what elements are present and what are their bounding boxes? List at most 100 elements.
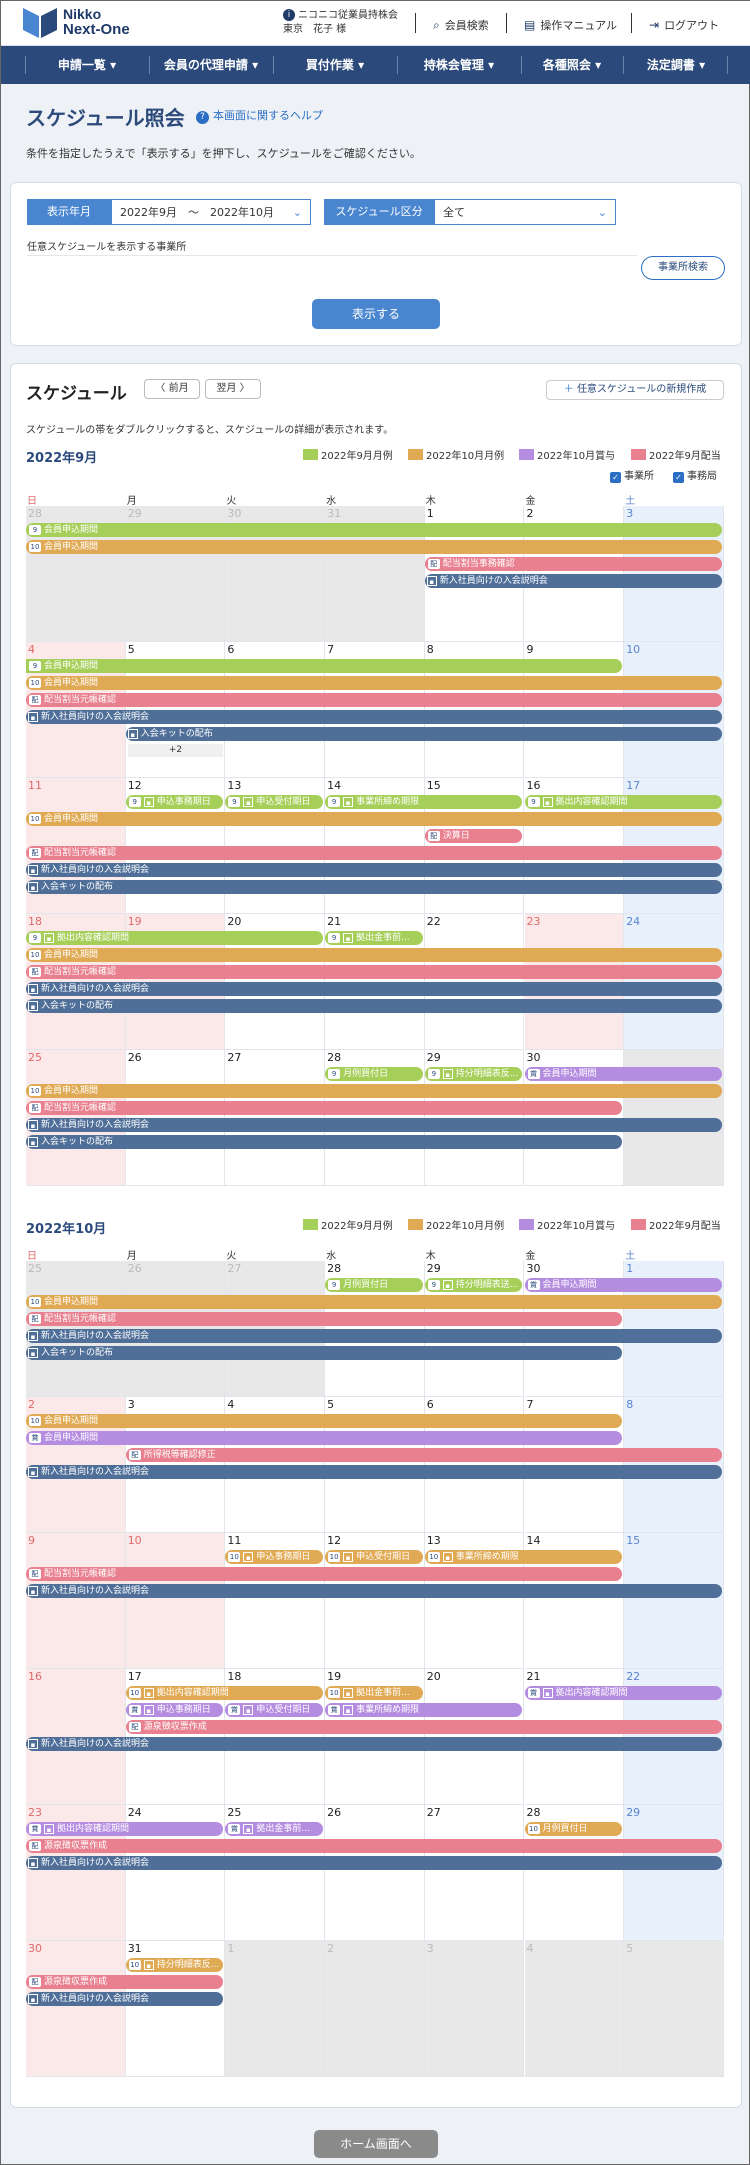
- schedule-event[interactable]: 配配当割当元帳確認: [26, 965, 722, 979]
- member-search-link[interactable]: ⌕ 会員検索: [433, 17, 489, 33]
- schedule-event[interactable]: 9 会員申込期間: [26, 659, 623, 673]
- schedule-event[interactable]: 賞 ▪ 拠出内容確認期間: [524, 1686, 722, 1700]
- day-cell[interactable]: 27: [424, 1805, 525, 1941]
- schedule-event[interactable]: 配配当割当元帳確認: [26, 1101, 623, 1115]
- schedule-event[interactable]: 10 ▪ 持分明細表反...: [125, 1958, 224, 1972]
- schedule-event[interactable]: 10 会員申込期間: [26, 1084, 722, 1098]
- logout-link[interactable]: ⇥ ログアウト: [649, 17, 719, 33]
- day-cell[interactable]: 9: [26, 1533, 126, 1669]
- schedule-event[interactable]: 配源泉徴収票作成: [26, 1839, 722, 1853]
- day-cell[interactable]: 2: [325, 1941, 425, 2077]
- day-cell[interactable]: 3: [424, 1941, 525, 2077]
- schedule-event[interactable]: 10 ▪ 申込受付期日: [325, 1550, 423, 1564]
- schedule-event[interactable]: ▪ 新入社員向けの入会説明会: [26, 863, 722, 877]
- schedule-event[interactable]: 配配当割当元帳確認: [26, 693, 722, 707]
- schedule-event[interactable]: 9 ▪ 持分明細表送...: [424, 1278, 523, 1292]
- schedule-event[interactable]: ▪ 入会キットの配布: [26, 999, 722, 1013]
- type-select[interactable]: 全て ⌄: [434, 199, 616, 225]
- schedule-event[interactable]: 9 ▪ 拠出内容確認期間: [524, 795, 722, 809]
- nav-purchase[interactable]: 買付作業 ▾: [305, 58, 365, 72]
- nav-applications[interactable]: 申請一覧 ▾: [57, 58, 117, 72]
- schedule-event[interactable]: ▪ 新入社員向けの入会説明会: [26, 1992, 224, 2006]
- nav-legal[interactable]: 法定調書 ▾: [646, 58, 706, 72]
- schedule-event[interactable]: 9 会員申込期間: [26, 523, 722, 537]
- nav-management[interactable]: 持株会管理 ▾: [423, 58, 495, 72]
- schedule-event[interactable]: 9 月例買付日: [325, 1278, 423, 1292]
- schedule-event[interactable]: 9 ▪ 拠出内容確認期間: [26, 931, 324, 945]
- schedule-event[interactable]: 配決算日: [424, 829, 523, 843]
- schedule-event[interactable]: 10 ▪ 拠出金事前...: [325, 1686, 423, 1700]
- day-cell[interactable]: 10: [125, 1533, 226, 1669]
- schedule-event[interactable]: 10 会員申込期間: [26, 676, 722, 690]
- schedule-event[interactable]: ▪ 新入社員向けの入会説明会: [26, 1465, 722, 1479]
- check-icon: ✓: [673, 472, 684, 483]
- schedule-event[interactable]: 配所得税等確認修正: [125, 1448, 722, 1462]
- schedule-event[interactable]: 配配当割当事務確認: [424, 557, 722, 571]
- schedule-event[interactable]: 配配当割当元帳確認: [26, 1567, 623, 1581]
- schedule-event[interactable]: 配配当割当元帳確認: [26, 1312, 623, 1326]
- prev-month-button[interactable]: 〈 前月: [144, 379, 200, 399]
- more-events-link[interactable]: +2: [127, 744, 224, 757]
- office-field[interactable]: [27, 255, 637, 256]
- next-month-button[interactable]: 翌月 〉: [205, 379, 261, 399]
- schedule-event[interactable]: 9 ▪ 拠出金事前...: [325, 931, 423, 945]
- schedule-event[interactable]: ▪ 新入社員向けの入会説明会: [26, 1584, 722, 1598]
- schedule-event[interactable]: ▪ 新入社員向けの入会説明会: [26, 710, 722, 724]
- home-button[interactable]: ホーム画面へ: [314, 2130, 438, 2158]
- schedule-event[interactable]: 配配当割当元帳確認: [26, 846, 722, 860]
- day-cell[interactable]: 29: [624, 1805, 724, 1941]
- schedule-event[interactable]: ▪ 入会キットの配布: [26, 1135, 623, 1149]
- schedule-event[interactable]: ▪ 新入社員向けの入会説明会: [26, 1329, 722, 1343]
- schedule-event[interactable]: ▪ 入会キットの配布: [26, 1346, 623, 1360]
- schedule-event[interactable]: 賞会員申込期間: [524, 1278, 722, 1292]
- schedule-event[interactable]: 配源泉徴収票作成: [125, 1720, 722, 1734]
- schedule-event[interactable]: 賞 ▪ 拠出金事前...: [225, 1822, 324, 1836]
- day-cell[interactable]: 4: [524, 1941, 625, 2077]
- schedule-event[interactable]: 9 ▪ 申込事務期日: [125, 795, 224, 809]
- schedule-event[interactable]: ▪ 入会キットの配布: [26, 880, 722, 894]
- checkbox-hq[interactable]: ✓ 事務局: [673, 467, 717, 483]
- schedule-event[interactable]: 賞 ▪ 拠出内容確認期間: [26, 1822, 224, 1836]
- period-select[interactable]: 2022年9月 ～ 2022年10月 ⌄: [111, 199, 311, 225]
- schedule-event[interactable]: 賞 ▪ 申込事務期日: [125, 1703, 224, 1717]
- schedule-event[interactable]: 10 ▪ 拠出内容確認期間: [125, 1686, 324, 1700]
- logo[interactable]: Nikko Next-One: [63, 7, 130, 38]
- nav-inquiry[interactable]: 各種照会 ▾: [542, 58, 602, 72]
- day-cell[interactable]: 15: [624, 1533, 724, 1669]
- schedule-event[interactable]: 9 ▪ 申込受付期日: [225, 795, 324, 809]
- schedule-event[interactable]: 10 ▪ 申込事務期日: [225, 1550, 324, 1564]
- schedule-event[interactable]: ▪ 入会キットの配布: [125, 727, 722, 741]
- event-label: 事業所締め期限: [356, 797, 420, 807]
- day-cell[interactable]: 30: [26, 1941, 126, 2077]
- schedule-event[interactable]: 賞 ▪ 事業所締め期限: [325, 1703, 523, 1717]
- schedule-event[interactable]: ▪ 新入社員向けの入会説明会: [26, 1856, 722, 1870]
- manual-link[interactable]: ▤ 操作マニュアル: [524, 17, 617, 33]
- day-cell[interactable]: 1: [225, 1941, 326, 2077]
- schedule-event[interactable]: 配源泉徴収票作成: [26, 1975, 224, 1989]
- schedule-event[interactable]: 9 ▪ 持分明細表反...: [424, 1067, 523, 1081]
- day-cell[interactable]: 5: [624, 1941, 724, 2077]
- schedule-event[interactable]: 10 月例買付日: [524, 1822, 623, 1836]
- day-cell[interactable]: 26: [325, 1805, 425, 1941]
- office-search-button[interactable]: 事業所検索: [641, 256, 725, 280]
- display-button[interactable]: 表示する: [312, 299, 440, 329]
- schedule-event[interactable]: ▪ 新入社員向けの入会説明会: [26, 1118, 722, 1132]
- schedule-event[interactable]: 10 会員申込期間: [26, 540, 722, 554]
- schedule-event[interactable]: 賞 ▪ 申込受付期日: [225, 1703, 324, 1717]
- schedule-event[interactable]: 10 ▪ 事業所締め期限: [424, 1550, 623, 1564]
- schedule-event[interactable]: 賞会員申込期間: [26, 1431, 623, 1445]
- schedule-event[interactable]: 9 ▪ 事業所締め期限: [325, 795, 523, 809]
- schedule-event[interactable]: ▪ 新入社員向けの入会説明会: [26, 1737, 722, 1751]
- schedule-event[interactable]: 10 会員申込期間: [26, 812, 722, 826]
- help-link[interactable]: ? 本画面に関するヘルプ: [196, 107, 323, 124]
- checkbox-office[interactable]: ✓ 事業所: [610, 467, 654, 483]
- schedule-event[interactable]: 9 月例買付日: [325, 1067, 423, 1081]
- schedule-event[interactable]: 賞会員申込期間: [524, 1067, 722, 1081]
- schedule-event[interactable]: ▪ 新入社員向けの入会説明会: [424, 574, 722, 588]
- schedule-event[interactable]: 10 会員申込期間: [26, 1414, 623, 1428]
- schedule-event[interactable]: ▪ 新入社員向けの入会説明会: [26, 982, 722, 996]
- new-schedule-button[interactable]: ＋ 任意スケジュールの新規作成: [546, 380, 724, 400]
- schedule-event[interactable]: 10 会員申込期間: [26, 1295, 722, 1309]
- schedule-event[interactable]: 10 会員申込期間: [26, 948, 722, 962]
- nav-proxy[interactable]: 会員の代理申請 ▾: [163, 58, 259, 72]
